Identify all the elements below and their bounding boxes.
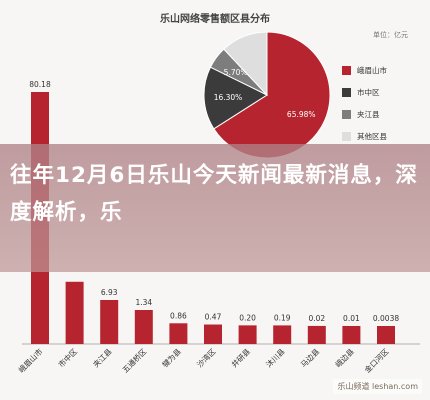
bar-value-label: 80.18 xyxy=(29,80,51,89)
legend-item-jiajiang: 夹江县 xyxy=(342,108,387,120)
pie-chart: 65.98% 16.30% 5.70% xyxy=(203,31,331,159)
category-label: 沙湾区 xyxy=(194,346,217,369)
pie-slice-label: 16.30% xyxy=(214,93,243,102)
legend-swatch xyxy=(342,87,351,97)
legend-label: 市中区 xyxy=(357,87,380,97)
pie-slice xyxy=(223,31,268,97)
legend-swatch xyxy=(342,109,351,119)
category-label: 市中区 xyxy=(56,346,79,369)
bar xyxy=(342,325,361,344)
legend-label: 其他区县 xyxy=(357,131,387,141)
bar-value-label: 0.01 xyxy=(343,314,360,323)
pie-slice-label: 5.70% xyxy=(224,68,248,77)
category-label: 井研县 xyxy=(229,346,252,369)
bar xyxy=(238,325,257,344)
pie-slice-label: 65.98% xyxy=(287,110,316,119)
bar xyxy=(273,325,292,344)
headline-text[interactable]: 往年12月6日乐山今天新闻最新消息，深度解析，乐 xyxy=(10,163,418,225)
bar xyxy=(169,323,188,344)
bar-value-label: 0.19 xyxy=(274,313,291,322)
bar xyxy=(307,325,326,344)
bar-value-label: 0.20 xyxy=(239,313,256,322)
legend-label: 夹江县 xyxy=(357,109,380,119)
category-label: 峨边县 xyxy=(333,346,356,369)
headline-banner xyxy=(0,144,430,272)
bar-value-label: 0.86 xyxy=(170,311,187,320)
legend-item-shizhong: 市中区 xyxy=(342,86,387,98)
bar xyxy=(204,324,222,344)
bar-value-label: 6.93 xyxy=(101,288,118,297)
bar-value-label: 0.02 xyxy=(308,314,325,323)
bar xyxy=(100,300,119,344)
pie-legend: 峨眉山市 市中区 夹江县 其他区县 xyxy=(342,64,387,152)
category-label: 峨眉山市 xyxy=(16,346,45,375)
unit-label: 单位：亿元 xyxy=(373,31,408,39)
bar xyxy=(65,281,84,344)
category-label: 夹江县 xyxy=(91,346,114,369)
legend-swatch xyxy=(342,65,351,75)
legend-label: 峨眉山市 xyxy=(357,65,387,75)
category-label: 五通桥区 xyxy=(120,346,149,375)
bar-value-label: 0.47 xyxy=(205,313,222,322)
bar xyxy=(377,325,395,344)
watermark: 乐山频道 leshan.com xyxy=(333,379,422,394)
legend-item-emeishan: 峨眉山市 xyxy=(342,64,387,76)
bar-value-label: 0.0038 xyxy=(373,314,399,323)
chart-title: 乐山网络零售额区县分布 xyxy=(160,14,270,25)
legend-swatch xyxy=(342,131,351,141)
bar xyxy=(134,310,153,344)
category-label: 马边县 xyxy=(299,347,322,370)
category-label: 犍为县 xyxy=(160,346,183,369)
category-label: 金口河区 xyxy=(362,346,391,375)
legend-item-other: 其他区县 xyxy=(342,130,387,142)
category-label: 沐川县 xyxy=(264,346,287,369)
pie-slice xyxy=(203,66,269,130)
bar-value-label: 1.34 xyxy=(135,298,152,307)
